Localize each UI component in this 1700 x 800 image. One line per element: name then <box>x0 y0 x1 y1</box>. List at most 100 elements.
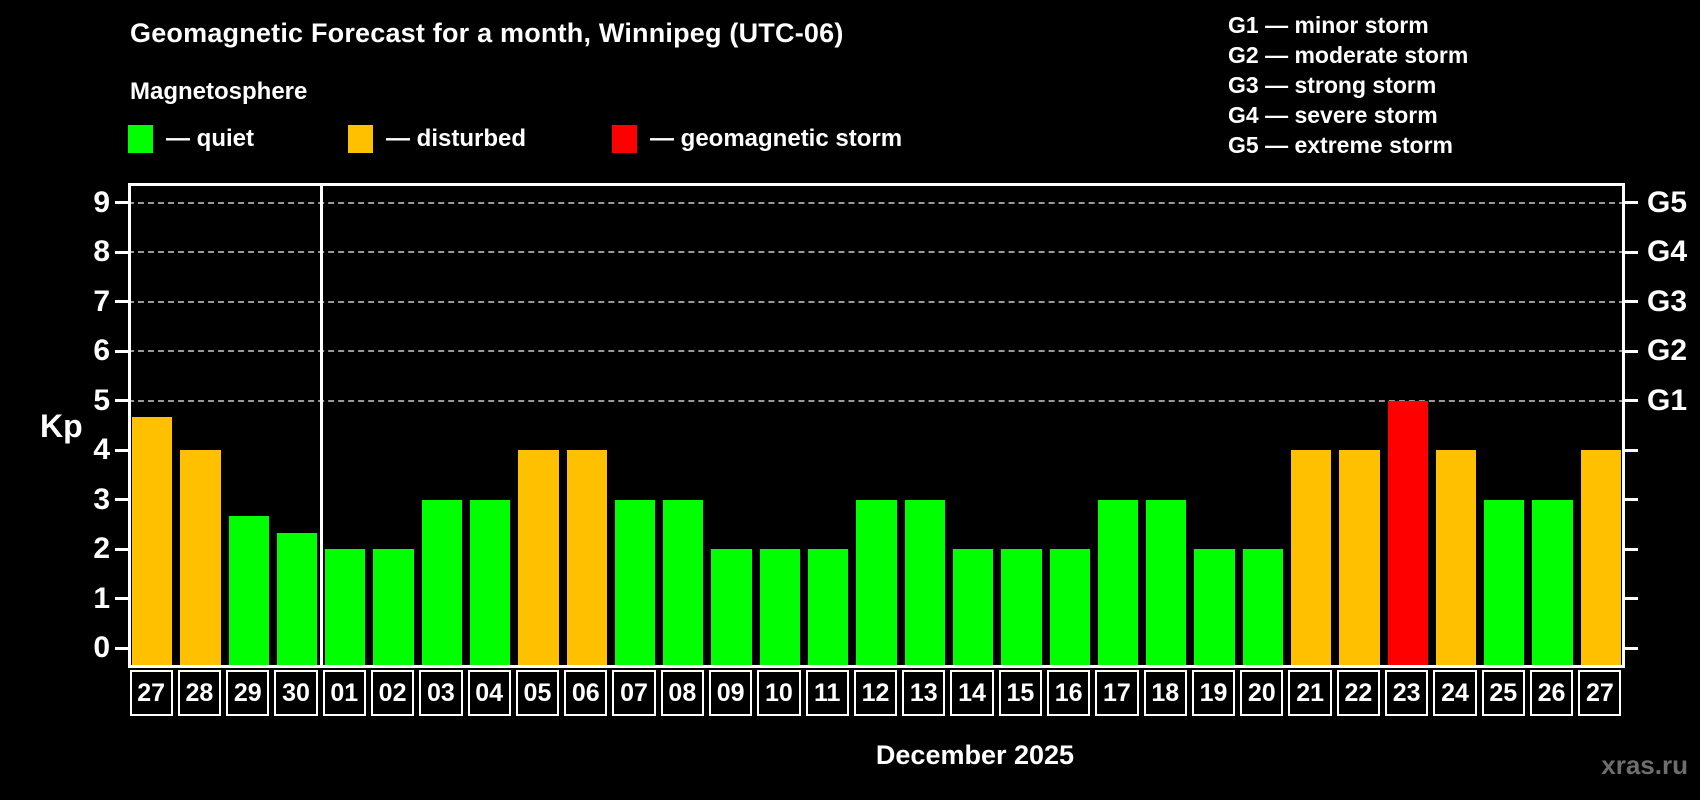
legend-item-label: — quiet <box>166 125 254 152</box>
disturbed-color-swatch <box>348 125 373 153</box>
day-label-cell: 20 <box>1240 670 1284 716</box>
g-legend-line-g3: G3 — strong storm <box>1228 72 1437 98</box>
day-label-cell: 11 <box>805 670 849 716</box>
y-axis-label: 1 <box>93 581 110 615</box>
gridline-kp7 <box>128 300 1625 303</box>
g-legend-line-g2: G2 — moderate storm <box>1228 42 1469 68</box>
day-label-cell: 23 <box>1385 670 1429 716</box>
y-axis-tick-left <box>115 399 128 403</box>
day-label-cell: 08 <box>660 670 704 716</box>
y-axis-label: 5 <box>93 383 110 417</box>
day-label-cell: 06 <box>564 670 608 716</box>
kp-bar-day-29 <box>228 516 269 665</box>
gridline-kp8 <box>128 251 1625 254</box>
kp-bar-day-26 <box>1532 499 1573 665</box>
kp-bar-day-17 <box>1097 499 1139 665</box>
day-label-cell: 12 <box>853 670 898 716</box>
g-axis-label: G5 <box>1647 185 1688 219</box>
y-axis-title: Kp <box>40 408 83 444</box>
day-label-cell: 15 <box>998 670 1042 716</box>
kp-bar-day-28 <box>180 450 221 665</box>
kp-bar-day-20 <box>1242 549 1283 665</box>
month-separator-line <box>320 183 324 668</box>
kp-bar-day-15 <box>1001 549 1042 665</box>
kp-bar-day-14 <box>952 549 994 665</box>
kp-bar-day-06 <box>566 450 607 665</box>
kp-bar-day-27 <box>1580 450 1621 665</box>
y-axis-tick-right <box>1625 448 1638 452</box>
kp-bar-day-30 <box>276 532 318 665</box>
kp-bar-day-21 <box>1290 450 1332 665</box>
y-axis-tick-right <box>1625 300 1638 304</box>
g-axis-label: G2 <box>1647 334 1688 368</box>
legend-item-disturbed: — disturbed <box>348 124 526 154</box>
kp-bar-day-25 <box>1484 499 1525 665</box>
g-axis-label: G1 <box>1647 383 1688 417</box>
day-label-cell: 19 <box>1191 670 1236 716</box>
kp-bar-day-01 <box>325 549 366 665</box>
day-label-cell: 10 <box>757 670 801 716</box>
y-axis-label: 0 <box>93 631 110 665</box>
y-axis-tick-left <box>115 300 128 304</box>
y-axis-tick-right <box>1625 399 1638 403</box>
y-axis-tick-right <box>1625 201 1638 205</box>
y-axis-tick-right <box>1625 349 1638 353</box>
day-label-cell: 14 <box>950 670 994 716</box>
y-axis-tick-right <box>1625 250 1638 254</box>
kp-bar-day-09 <box>711 549 752 665</box>
day-label-cell: 27 <box>129 670 173 716</box>
quiet-color-swatch <box>128 125 153 153</box>
gridline-kp9 <box>128 201 1625 204</box>
y-axis-tick-left <box>115 201 128 205</box>
y-axis-tick-left <box>115 349 128 353</box>
day-label-cell: 05 <box>515 670 560 716</box>
day-label-cell: 18 <box>1143 670 1187 716</box>
day-label-cell: 25 <box>1481 670 1525 716</box>
y-axis-tick-left <box>115 250 128 254</box>
kp-bar-day-18 <box>1146 499 1187 665</box>
g-legend-line-g4: G4 — severe storm <box>1228 102 1438 128</box>
kp-bar-day-19 <box>1194 549 1235 665</box>
y-axis-tick-right <box>1625 547 1638 551</box>
day-label-cell: 16 <box>1047 670 1091 716</box>
day-label-cell: 21 <box>1288 670 1332 716</box>
day-label-cell: 01 <box>322 670 366 716</box>
kp-bar-day-02 <box>373 549 414 665</box>
kp-bar-day-13 <box>904 499 945 665</box>
day-label-cell: 04 <box>467 670 511 716</box>
gridline-kp5 <box>128 399 1625 402</box>
g-axis-label: G3 <box>1647 284 1688 318</box>
day-label-cell: 03 <box>419 670 463 716</box>
day-label-cell: 17 <box>1095 670 1139 716</box>
kp-bar-day-24 <box>1435 450 1477 665</box>
legend-item-geomagnetic-storm: — geomagnetic storm <box>612 124 902 154</box>
y-axis-tick-right <box>1625 646 1638 650</box>
kp-bar-day-16 <box>1049 549 1090 665</box>
day-label-cell: 13 <box>902 670 946 716</box>
kp-bar-day-05 <box>518 450 559 665</box>
day-label-cell: 07 <box>612 670 656 716</box>
y-axis-tick-left <box>115 597 128 601</box>
day-label-cell: 30 <box>274 670 318 716</box>
y-axis-label: 9 <box>93 185 110 219</box>
day-label-cell: 22 <box>1336 670 1381 716</box>
day-label-cell: 09 <box>708 670 753 716</box>
y-axis-label: 4 <box>93 433 110 467</box>
x-axis-title: December 2025 <box>875 740 1075 770</box>
kp-bar-day-23 <box>1387 400 1428 665</box>
kp-bar-day-12 <box>856 499 897 665</box>
day-label-cell: 02 <box>370 670 415 716</box>
y-axis-label: 2 <box>93 532 110 566</box>
magnetosphere-legend-title: Magnetosphere <box>130 78 308 105</box>
g-legend-line-g5: G5 — extreme storm <box>1228 132 1453 158</box>
g-scale-legend: G1 — minor storm G2 — moderate storm G3 … <box>1228 10 1468 160</box>
kp-bar-day-07 <box>614 499 656 665</box>
day-label-cell: 26 <box>1529 670 1574 716</box>
legend-item-label: — disturbed <box>386 125 527 152</box>
geomagnetic-storm-color-swatch <box>612 125 637 153</box>
g-axis-label: G4 <box>1647 235 1688 269</box>
day-label-cell: 27 <box>1578 670 1622 716</box>
y-axis-tick-left <box>115 646 128 650</box>
